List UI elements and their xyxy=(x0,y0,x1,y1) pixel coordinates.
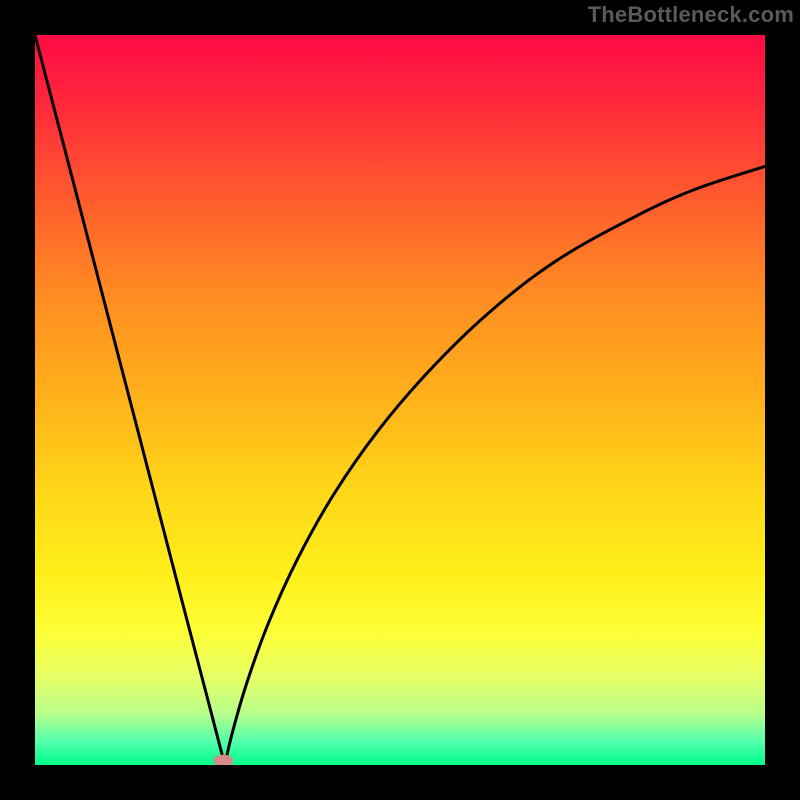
chart-background xyxy=(35,35,765,765)
watermark-text: TheBottleneck.com xyxy=(588,2,794,28)
frame-bottom xyxy=(0,765,800,800)
bottleneck-chart xyxy=(35,35,765,765)
frame-right xyxy=(765,0,800,800)
frame-left xyxy=(0,0,35,800)
